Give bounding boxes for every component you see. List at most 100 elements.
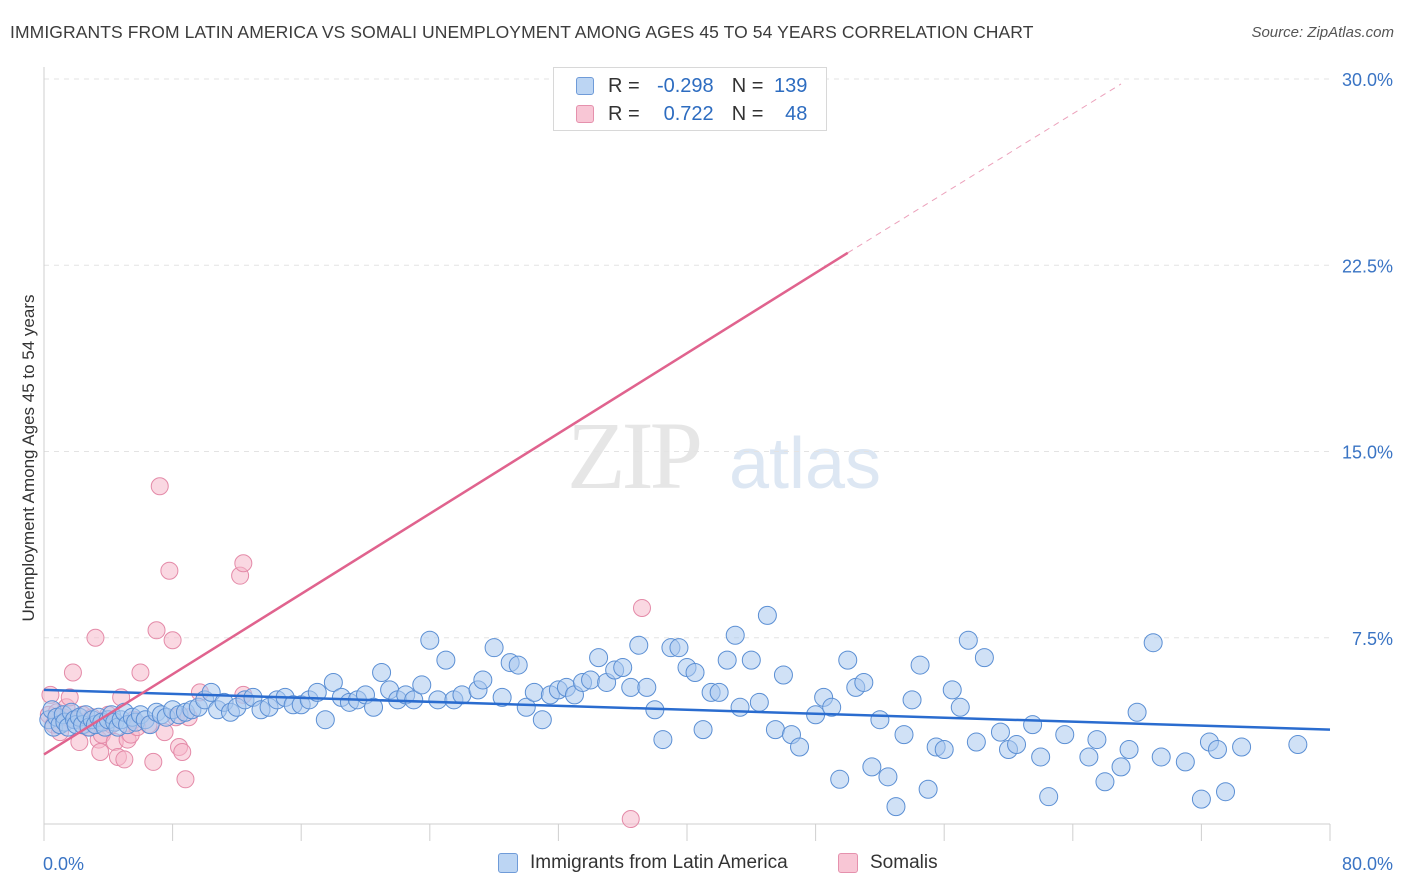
somalis-point [173, 742, 192, 761]
latin-america-point [1079, 747, 1099, 767]
latin-america-point [1111, 757, 1131, 777]
bottom-legend-latin-america: Immigrants from Latin America [498, 852, 788, 874]
latin-america-point [934, 740, 954, 759]
latin-america-point [1127, 702, 1147, 722]
legend-n-label: N = [731, 102, 764, 125]
latin-america-point [902, 690, 922, 710]
latin-america-point [886, 797, 906, 817]
x-tick-labels: 0.0% 80.0% [43, 854, 1393, 874]
latin-america-point [323, 672, 343, 692]
latin-america-point [878, 767, 898, 787]
y-tick-label: 22.5% [1342, 256, 1393, 276]
latin-america-point [854, 672, 874, 692]
latin-america-point [1216, 782, 1236, 802]
somalis-point [147, 621, 166, 640]
latin-america-point [1143, 633, 1163, 653]
legend-r-value-somalis: 0.722 [663, 102, 714, 125]
latin-america-point [958, 630, 978, 650]
latin-america-point [669, 638, 689, 658]
legend-r-label: R = [608, 74, 640, 97]
latin-america-point [990, 722, 1010, 742]
latin-america-point [910, 655, 930, 675]
latin-america-point [773, 665, 793, 685]
latin-america-point [1119, 740, 1139, 759]
latin-america-point [717, 650, 737, 670]
latin-america-point [1232, 737, 1252, 757]
legend-n-value-latin: 139 [774, 74, 808, 97]
correlation-legend: R = -0.298 N = 139 R = 0.722 N = 48 [553, 67, 827, 131]
latin-america-point [613, 658, 633, 678]
latin-america-point [1039, 787, 1059, 807]
somalis-point [144, 752, 163, 771]
somalis-point [621, 810, 640, 829]
bottom-legend-swatch-pink [838, 853, 858, 873]
latin-america-point [693, 720, 713, 740]
latin-america-point [473, 670, 493, 690]
chart-title: IMMIGRANTS FROM LATIN AMERICA VS SOMALI … [10, 22, 1034, 42]
somalis-point [234, 554, 253, 573]
latin-america-point [372, 663, 392, 683]
x-tick-label: 0.0% [43, 854, 84, 874]
x-tick-label: 80.0% [1342, 854, 1393, 874]
latin-america-point [532, 710, 552, 730]
latin-america-point [1288, 735, 1308, 755]
latin-america-point [1055, 725, 1075, 745]
latin-america-point [315, 710, 335, 730]
bottom-legend-swatch-blue [498, 853, 518, 873]
latin-america-point [492, 687, 512, 707]
legend-swatch-pink [576, 105, 594, 123]
latin-america-point [862, 757, 882, 777]
latin-america-point [412, 675, 432, 695]
latin-america-point [725, 625, 745, 645]
latin-america-point [950, 697, 970, 717]
bottom-legend-label-latin: Immigrants from Latin America [530, 852, 788, 873]
latin-america-point [1191, 789, 1211, 809]
latin-america-point [364, 697, 384, 717]
latin-america-point [966, 732, 986, 752]
y-axis-label: Unemployment Among Ages 45 to 54 years [19, 294, 38, 622]
latin-america-point [730, 697, 750, 717]
latin-america-point [918, 779, 938, 799]
latin-america-point [581, 670, 601, 690]
legend-row-somalis: R = 0.722 N = 48 [576, 101, 807, 127]
latin-america-point [1095, 772, 1115, 792]
legend-r-label: R = [608, 102, 640, 125]
latin-america-point [822, 697, 842, 717]
somalis-trendline [43, 251, 849, 756]
bottom-legend-somalis: Somalis [838, 852, 938, 874]
latin-america-point [524, 682, 544, 702]
legend-r-value-latin: -0.298 [656, 74, 714, 97]
latin-america-point [428, 690, 448, 710]
latin-america-point [1031, 747, 1051, 767]
somalis-point [131, 663, 150, 682]
latin-america-point [870, 710, 890, 730]
trend-lines [43, 83, 1331, 756]
latin-america-point [589, 648, 609, 668]
somalis-trendline-extension [847, 83, 1122, 254]
somalis-point [63, 663, 82, 682]
legend-swatch-blue [576, 77, 594, 95]
somalis-point [86, 628, 105, 647]
watermark-atlas: atlas [729, 424, 881, 504]
watermark-zip: ZIP [567, 402, 700, 509]
latin-america-point [420, 630, 440, 650]
bottom-legend-label-somalis: Somalis [870, 852, 938, 873]
latin-america-point [974, 648, 994, 668]
latin-america-point [1007, 735, 1027, 755]
latin-america-point [942, 680, 962, 700]
latin-america-point [484, 638, 504, 658]
source-note: Source: ZipAtlas.com [1251, 24, 1394, 41]
somalis-point [160, 561, 179, 580]
y-tick-labels: 7.5% 15.0% 22.5% 30.0% [1342, 70, 1393, 649]
latin-america-point [621, 677, 641, 697]
somalis-point [176, 770, 195, 789]
y-tick-label: 30.0% [1342, 70, 1393, 90]
latin-america-point [790, 737, 810, 757]
latin-america-point [757, 605, 777, 625]
latin-america-points [39, 605, 1308, 817]
legend-n-value-somalis: 48 [785, 102, 808, 125]
latin-america-point [637, 677, 657, 697]
latin-america-point [629, 635, 649, 655]
latin-america-point [709, 682, 729, 702]
